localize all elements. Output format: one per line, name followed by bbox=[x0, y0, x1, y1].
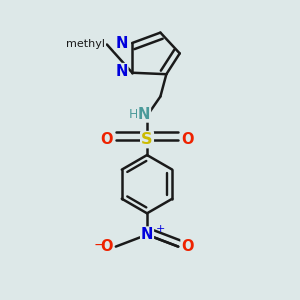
Text: N: N bbox=[141, 227, 153, 242]
Text: N: N bbox=[138, 107, 150, 122]
Text: O: O bbox=[181, 132, 194, 147]
Text: methyl: methyl bbox=[66, 40, 105, 50]
Text: −: − bbox=[94, 238, 105, 252]
Text: H: H bbox=[129, 108, 138, 121]
Text: methyl: methyl bbox=[99, 42, 104, 44]
Text: N: N bbox=[115, 64, 128, 79]
Text: N: N bbox=[115, 35, 128, 50]
Text: O: O bbox=[100, 132, 113, 147]
Text: O: O bbox=[181, 239, 194, 254]
Text: O: O bbox=[100, 239, 113, 254]
Text: S: S bbox=[141, 132, 153, 147]
Text: +: + bbox=[155, 224, 165, 234]
